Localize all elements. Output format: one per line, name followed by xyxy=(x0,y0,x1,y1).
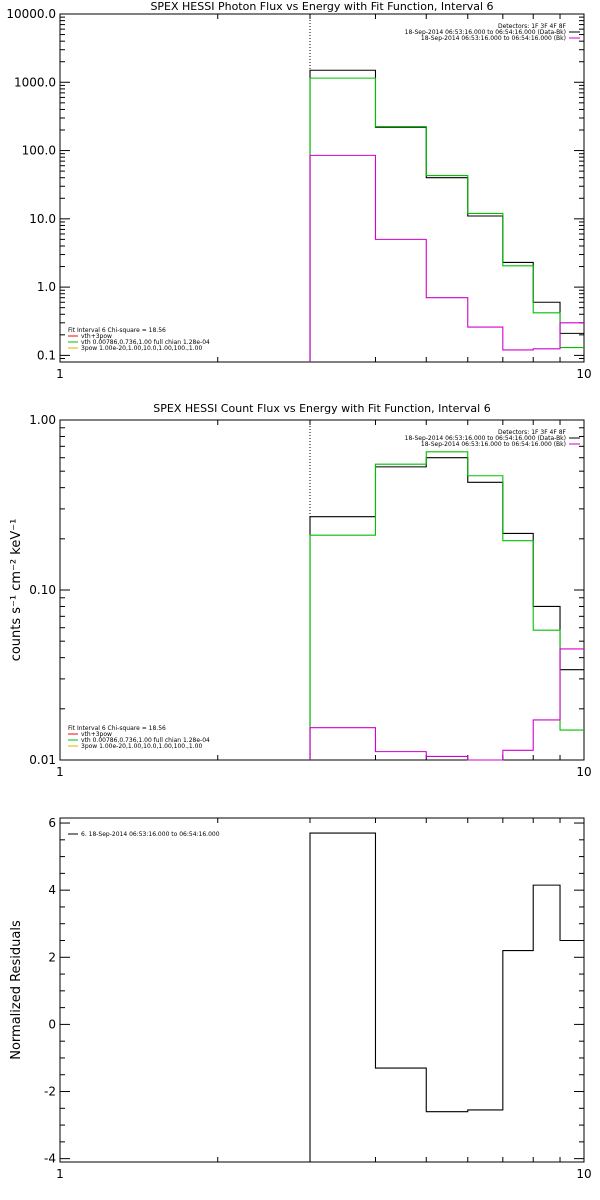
plot-frame xyxy=(59,817,585,1163)
x-tick-label: 1 xyxy=(56,1167,64,1181)
y-tick-label: 0.01 xyxy=(29,753,56,767)
y-axis-label: counts s⁻¹ cm⁻² keV⁻¹ xyxy=(9,519,24,662)
legend-text: vth+3pow xyxy=(81,731,112,738)
series-step-line-1 xyxy=(309,451,584,760)
plot-frame xyxy=(59,13,585,363)
y-tick-label: -2 xyxy=(44,1085,56,1099)
y-tick-label: 2 xyxy=(48,950,56,964)
x-tick-label: 10 xyxy=(576,367,591,381)
legend-text: Fit Interval 6 Chi-square = 18.56 xyxy=(68,725,166,732)
legend-text: 3pow 1.00e-20,1.00,10.0,1.00,100.,1.00 xyxy=(81,743,202,750)
y-tick-label: 10.0 xyxy=(29,212,56,226)
legend-text: Fit Interval 6 Chi-square = 18.56 xyxy=(68,327,166,334)
plot-frame xyxy=(59,419,585,761)
y-tick-label: -4 xyxy=(44,1152,56,1166)
y-tick-label: 1000.0 xyxy=(14,75,56,89)
x-tick-label: 1 xyxy=(56,765,64,779)
y-tick-label: 1.0 xyxy=(37,280,56,294)
y-tick-label: 0 xyxy=(48,1017,56,1031)
chart-title: SPEX HESSI Photon Flux vs Energy with Fi… xyxy=(150,0,493,13)
legend-text: 18-Sep-2014 06:53:16.000 to 06:54:16.000… xyxy=(421,441,566,448)
legend-text: vth 0.00786,0.736,1.00 full chian 1.28e-… xyxy=(81,339,210,346)
series-step-line-2 xyxy=(309,648,584,761)
legend-text: 18-Sep-2014 06:53:16.000 to 06:54:16.000… xyxy=(405,29,566,36)
series-step-line-0 xyxy=(309,457,584,760)
y-tick-label: 100.0 xyxy=(22,144,56,158)
legend-text: vth+3pow xyxy=(81,333,112,340)
x-tick-label: 1 xyxy=(56,367,64,381)
chart-title: SPEX HESSI Count Flux vs Energy with Fit… xyxy=(153,402,490,415)
y-axis-label: Normalized Residuals xyxy=(9,920,24,1060)
legend-text: vth 0.00786,0.736,1.00 full chian 1.28e-… xyxy=(81,737,210,744)
series-step-line-0 xyxy=(309,69,584,362)
y-tick-label: 4 xyxy=(48,883,56,897)
series-step-line-1 xyxy=(309,77,584,362)
series-step-line-2 xyxy=(309,154,584,362)
x-tick-label: 10 xyxy=(576,1167,591,1181)
legend-text: 6. 18-Sep-2014 06:53:16.000 to 06:54:16.… xyxy=(81,831,220,838)
legend-text: 18-Sep-2014 06:53:16.000 to 06:54:16.000… xyxy=(405,435,566,442)
series-step-line-0 xyxy=(309,832,584,1162)
x-tick-label: 10 xyxy=(576,765,591,779)
y-tick-label: 0.1 xyxy=(37,348,56,362)
y-tick-label: 10000.0 xyxy=(6,7,56,21)
y-tick-label: 1.00 xyxy=(29,413,56,427)
legend-text: Detectors: 1F 3F 4F 8F xyxy=(498,429,567,436)
y-tick-label: 6 xyxy=(48,816,56,830)
legend-text: 18-Sep-2014 06:53:16.000 to 06:54:16.000… xyxy=(421,35,566,42)
legend-text: Detectors: 1F 3F 4F 8F xyxy=(498,23,567,30)
y-tick-label: 0.10 xyxy=(29,583,56,597)
legend-text: 3pow 1.00e-20,1.00,10.0,1.00,100.,1.00 xyxy=(81,345,202,352)
